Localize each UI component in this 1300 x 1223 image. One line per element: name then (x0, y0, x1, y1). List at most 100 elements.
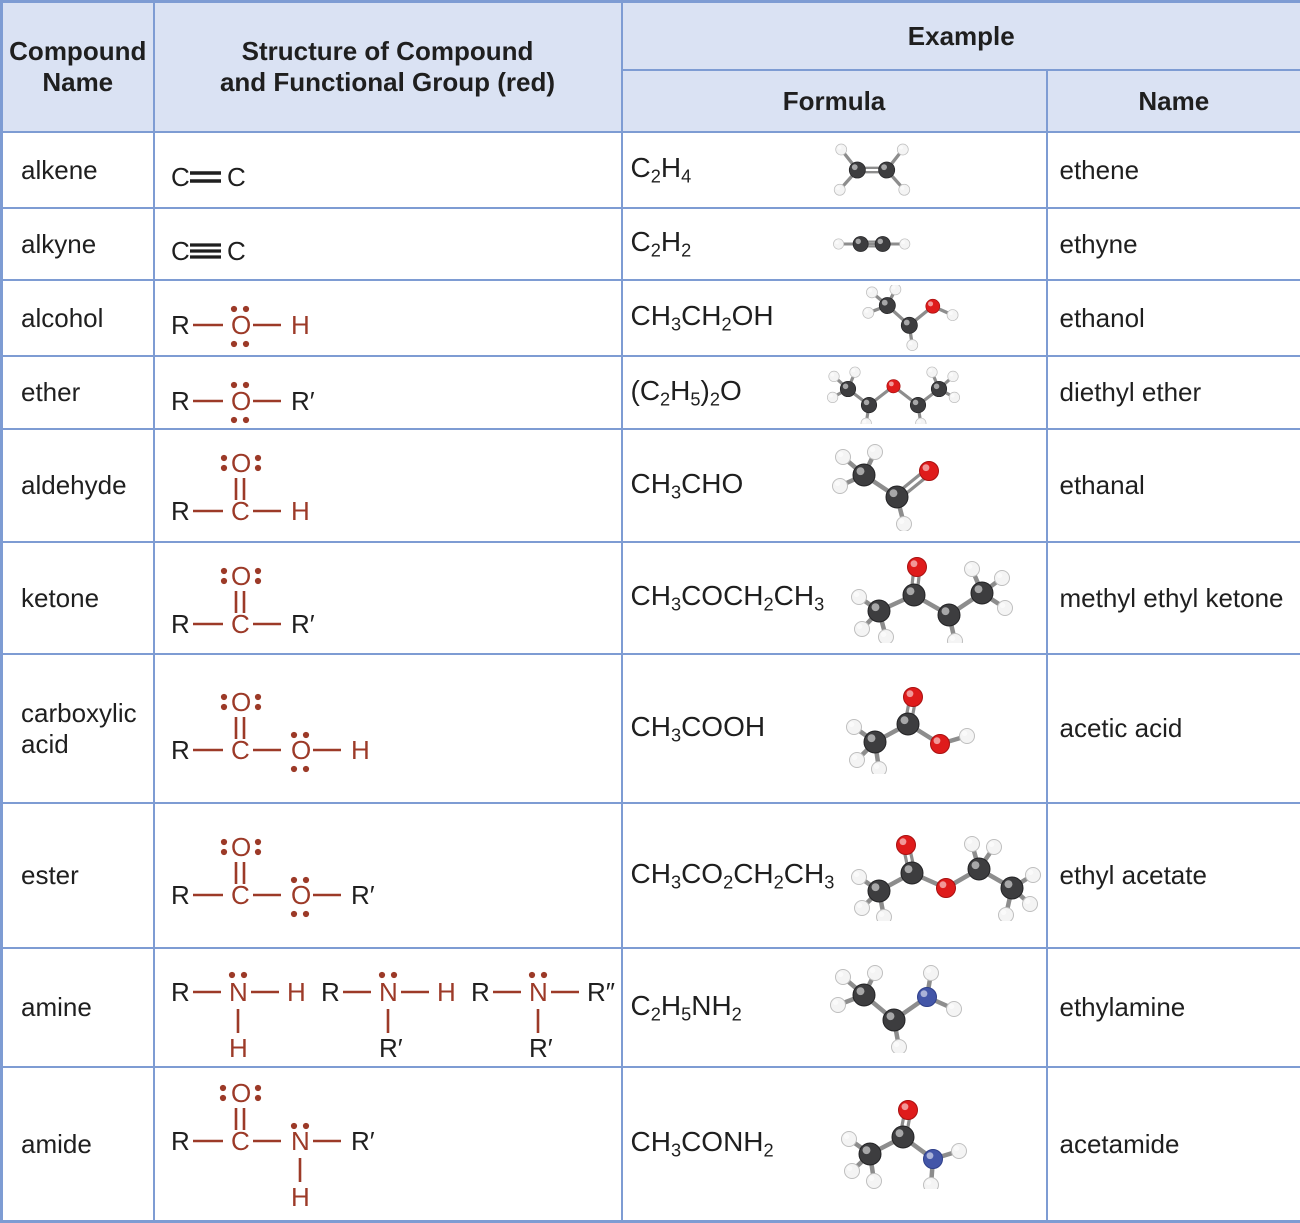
svg-text:H: H (351, 735, 370, 765)
molecule-model (774, 1099, 1046, 1189)
svg-text:C: C (171, 236, 190, 266)
formula: CH3CH2OH (631, 300, 774, 335)
compound-name: amine (2, 948, 154, 1067)
compound-name: ketone (2, 542, 154, 654)
example-name: diethyl ether (1047, 356, 1300, 429)
header-formula: Formula (622, 70, 1047, 132)
svg-text:R: R (171, 977, 190, 1007)
example-name: ethyne (1047, 208, 1300, 280)
molecule-model (742, 361, 1046, 424)
compound-name: ester (2, 803, 154, 948)
header-structure-line1: Structure of Compound (159, 36, 617, 67)
header-example: Example (622, 2, 1300, 71)
molecule-model (742, 963, 1046, 1053)
svg-text:C: C (171, 162, 190, 192)
compound-name: amide (2, 1067, 154, 1222)
svg-text:N: N (529, 977, 548, 1007)
svg-text:R: R (171, 735, 190, 765)
header-compound-line1: Compound (7, 36, 149, 67)
formula: CH3CO2CH2CH3 (631, 858, 835, 893)
svg-text:O: O (291, 880, 311, 910)
svg-text:C: C (231, 496, 250, 526)
lewis-structure: O R C H (154, 429, 622, 542)
header-structure: Structure of Compound and Functional Gro… (154, 2, 622, 133)
svg-text:O: O (231, 448, 251, 478)
molecule-model (743, 441, 1045, 531)
compound-name: aldehyde (2, 429, 154, 542)
formula: C2H4 (631, 152, 692, 187)
formula: CH3COOH (631, 711, 766, 746)
svg-text:C: C (231, 880, 250, 910)
svg-text:H: H (291, 310, 310, 340)
svg-text:R: R (171, 496, 190, 526)
svg-text:N: N (291, 1126, 310, 1156)
svg-text:R′: R′ (351, 1126, 375, 1156)
svg-text:R′: R′ (291, 386, 315, 416)
svg-text:C: C (231, 1126, 250, 1156)
compound-name: alcohol (2, 280, 154, 356)
svg-text:O: O (291, 735, 311, 765)
compound-name: alkene (2, 132, 154, 208)
example-name: ethylamine (1047, 948, 1300, 1067)
example-name: ethene (1047, 132, 1300, 208)
svg-text:N: N (229, 977, 248, 1007)
svg-text:R′: R′ (379, 1033, 403, 1063)
svg-text:H: H (437, 977, 456, 1007)
molecule-model (824, 553, 1054, 643)
svg-text:C: C (227, 162, 246, 192)
svg-text:R′: R′ (291, 609, 315, 639)
compound-name: alkyne (2, 208, 154, 280)
example-name: acetic acid (1047, 654, 1300, 803)
header-compound-name: Compound Name (2, 2, 154, 133)
svg-text:H: H (291, 496, 310, 526)
svg-text:R′: R′ (529, 1033, 553, 1063)
formula: CH3CHO (631, 468, 744, 503)
svg-text:R′: R′ (351, 880, 375, 910)
svg-text:H: H (291, 1182, 310, 1212)
formula: (C2H5)2O (631, 375, 742, 410)
svg-text:O: O (231, 832, 251, 862)
svg-text:R: R (171, 880, 190, 910)
svg-text:C: C (231, 735, 250, 765)
svg-text:N: N (379, 977, 398, 1007)
svg-text:O: O (231, 1078, 251, 1108)
example-name: ethyl acetate (1047, 803, 1300, 948)
table-header: Compound Name Structure of Compound and … (2, 2, 1300, 133)
header-compound-line2: Name (7, 67, 149, 98)
molecule-model (765, 684, 1045, 774)
example-name: methyl ethyl ketone (1047, 542, 1300, 654)
molecule-model (774, 285, 1046, 351)
formula: C2H2 (631, 226, 692, 261)
svg-text:O: O (231, 310, 251, 340)
svg-text:H: H (229, 1033, 248, 1063)
svg-text:O: O (231, 386, 251, 416)
svg-text:R: R (321, 977, 340, 1007)
svg-text:R″: R″ (587, 977, 615, 1007)
header-name: Name (1047, 70, 1300, 132)
formula: CH3CONH2 (631, 1126, 774, 1161)
molecule-model (691, 137, 1045, 203)
svg-text:O: O (231, 687, 251, 717)
molecule-model (834, 831, 1064, 921)
svg-text:R: R (471, 977, 490, 1007)
svg-text:R: R (171, 310, 190, 340)
